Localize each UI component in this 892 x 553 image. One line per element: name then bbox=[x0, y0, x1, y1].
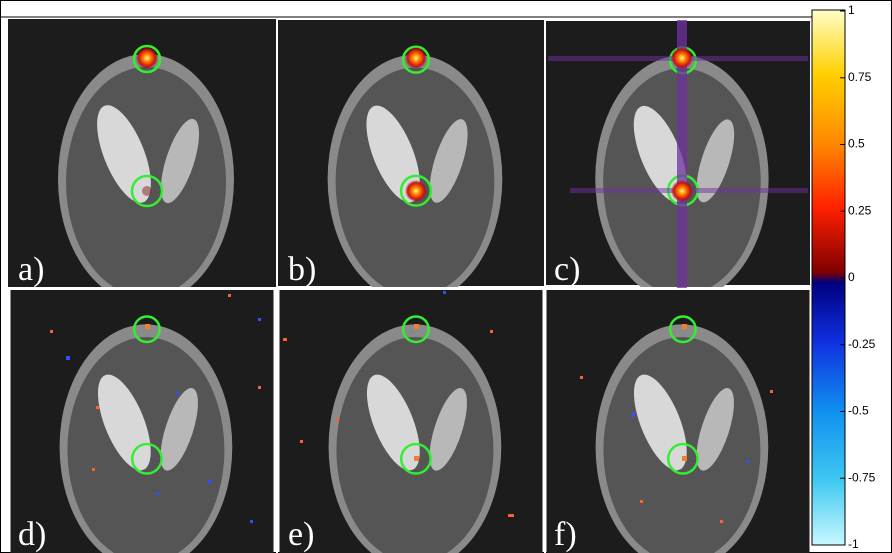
panel-label: c) bbox=[554, 251, 580, 288]
panel-label: e) bbox=[288, 516, 314, 553]
colorbar-tick-label: 0 bbox=[848, 270, 855, 284]
activation bbox=[136, 47, 158, 69]
colorbar-tick-label: 1 bbox=[848, 3, 855, 17]
activation bbox=[142, 186, 152, 196]
activation bbox=[405, 47, 427, 69]
panel-image bbox=[280, 290, 543, 553]
activation bbox=[682, 324, 687, 329]
activation bbox=[414, 324, 419, 329]
panel-label: b) bbox=[288, 251, 316, 288]
panel-label: f) bbox=[554, 516, 577, 553]
colorbar-tick-label: -1 bbox=[848, 537, 859, 551]
panel-image bbox=[11, 290, 274, 553]
colorbar-tick-label: 0.75 bbox=[848, 70, 872, 84]
panel-image bbox=[547, 290, 810, 553]
activation bbox=[671, 47, 693, 69]
colorbar-tick-label: -0.75 bbox=[848, 470, 876, 484]
activation bbox=[671, 180, 693, 202]
colorbar-tick-label: 0.25 bbox=[848, 203, 872, 217]
panel-label: a) bbox=[18, 251, 44, 288]
colorbar-tick-label: -0.5 bbox=[848, 404, 869, 418]
colorbar-tick-label: 0.5 bbox=[848, 137, 865, 151]
activation bbox=[682, 456, 687, 461]
activation bbox=[145, 324, 150, 329]
figure: a) b) c) d) e) f) 1 0.75 0.5 0.25 0 -0.25 -0.5… bbox=[0, 0, 892, 553]
activation bbox=[414, 456, 419, 461]
panel-label: d) bbox=[18, 516, 46, 553]
panels bbox=[8, 19, 810, 553]
colorbar-tick-label: -0.25 bbox=[848, 337, 876, 351]
activation bbox=[405, 180, 427, 202]
